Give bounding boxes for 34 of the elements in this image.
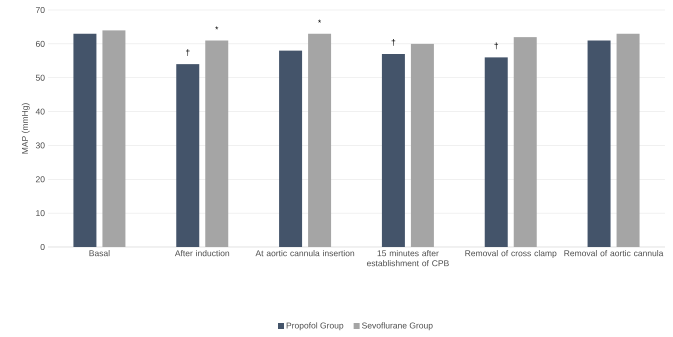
- legend-label: Sevoflurane Group: [362, 322, 433, 330]
- x-tick-label: Removal of cross clamp: [465, 250, 556, 258]
- legend-label: Propofol Group: [286, 322, 344, 330]
- bar: [102, 30, 126, 247]
- bar: [588, 40, 611, 247]
- bar: [410, 44, 434, 247]
- y-axis-title: MAP (mmHg): [22, 103, 30, 154]
- bar: [176, 64, 200, 247]
- y-tick-label: 50: [36, 74, 45, 81]
- x-tick-label: Basal: [89, 250, 110, 256]
- y-tick-label: 40: [36, 108, 45, 115]
- annotation: *: [318, 20, 322, 23]
- bar: [205, 40, 228, 247]
- bar: [616, 34, 640, 247]
- bar: [382, 54, 405, 247]
- annotation: *: [215, 26, 218, 30]
- y-tick-label: 70: [36, 7, 45, 14]
- y-tick-label: 30: [36, 142, 45, 148]
- annotation: †: [494, 42, 498, 50]
- annotation: †: [186, 49, 190, 56]
- bar: [73, 34, 96, 247]
- y-tick-label: 10: [36, 210, 45, 216]
- x-tick-label: At aortic cannula insertion: [255, 250, 354, 256]
- bar: [514, 37, 537, 247]
- x-tick-label: After induction: [174, 250, 230, 256]
- bar: [308, 34, 332, 247]
- y-tick-label: 60: [36, 40, 45, 47]
- bar: [484, 57, 508, 247]
- x-tick-label: Removal of aortic cannula: [564, 250, 664, 256]
- annotation: †: [392, 39, 396, 46]
- x-tick-label: 15 minutes after establishment of CPB: [366, 250, 449, 266]
- y-tick-label: 20: [36, 176, 45, 182]
- bar: [279, 50, 302, 247]
- y-tick-label: 0: [40, 244, 45, 250]
